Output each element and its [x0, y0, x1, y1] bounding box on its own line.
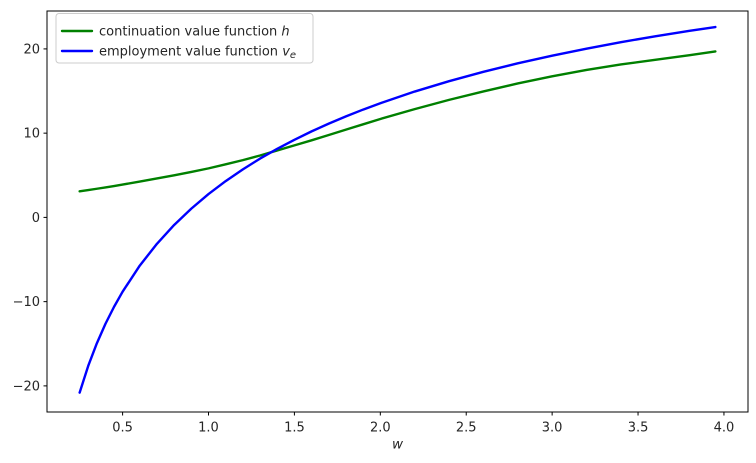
- x-tick-label: 3.0: [542, 421, 563, 436]
- legend-label: employment value function ve: [99, 45, 296, 62]
- x-tick-label: 1.0: [198, 421, 219, 436]
- legend: continuation value function h employment …: [55, 13, 314, 64]
- series-line-ve: [78, 25, 717, 394]
- axes-frame: [46, 10, 749, 413]
- x-axis-label: w: [392, 437, 404, 453]
- y-tick-label: −10: [13, 295, 40, 310]
- y-tick-label: 0: [32, 211, 40, 226]
- y-tick-label: −20: [13, 379, 40, 394]
- series-line-h: [78, 50, 717, 193]
- x-tick-label: 1.5: [284, 421, 305, 436]
- y-tick-label: 10: [23, 127, 40, 142]
- legend-frame: [55, 13, 314, 64]
- legend-label: continuation value function h: [99, 25, 290, 40]
- x-tick-label: 2.0: [370, 421, 391, 436]
- x-tick-label: 3.5: [628, 421, 649, 436]
- y-tick-label: 20: [23, 42, 40, 57]
- x-tick-label: 4.0: [714, 421, 735, 436]
- x-tick-label: 0.5: [112, 421, 133, 436]
- x-tick-label: 2.5: [456, 421, 477, 436]
